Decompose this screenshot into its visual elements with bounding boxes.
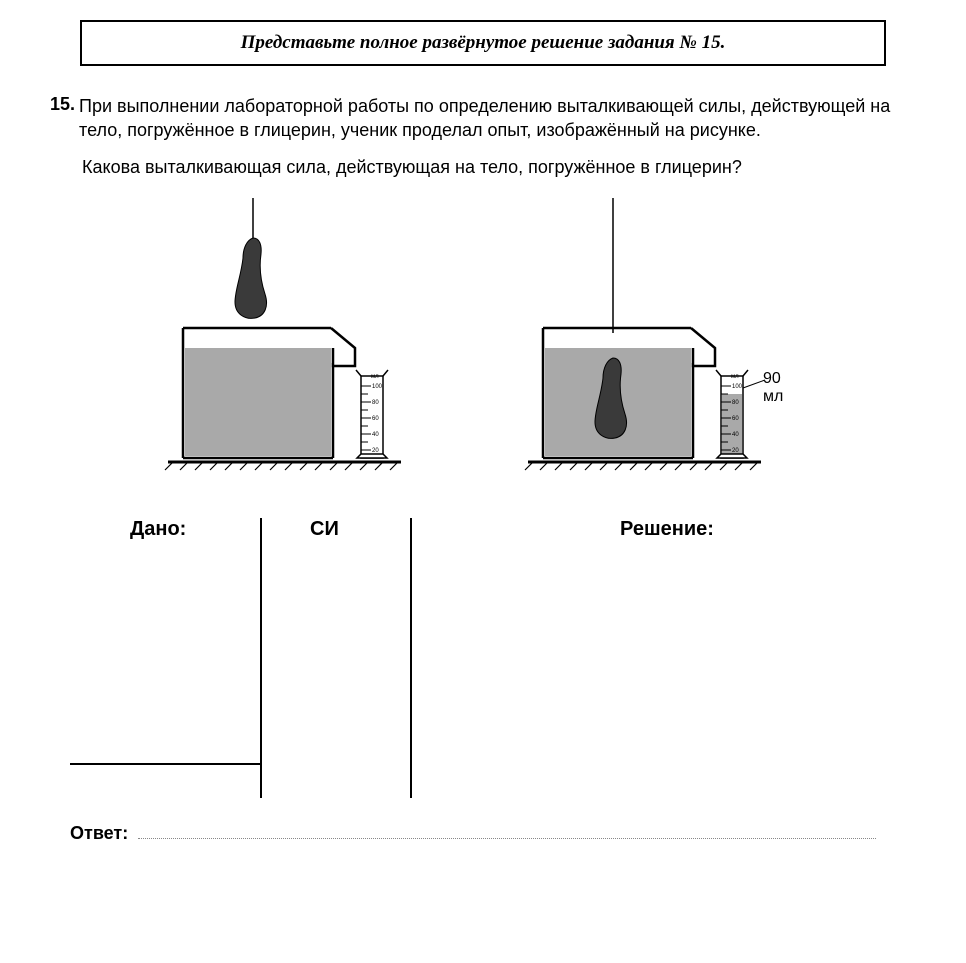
si-label: СИ (310, 518, 339, 541)
svg-text:80: 80 (732, 400, 739, 406)
svg-text:мл: мл (371, 374, 379, 380)
reshenie-label: Решение: (620, 518, 714, 541)
cylinder-right: мл 100 80 60 40 20 (716, 370, 765, 458)
problem-statement: 15. При выполнении лабораторной работы п… (50, 94, 906, 143)
svg-text:40: 40 (732, 432, 739, 438)
problem-number: 15. (50, 94, 75, 115)
svg-text:100: 100 (732, 384, 743, 390)
problem-question: Какова выталкивающая сила, действующая н… (82, 157, 906, 178)
dano-underline (70, 763, 260, 765)
cylinder-left: мл 100 80 60 40 20 (356, 370, 388, 458)
svg-text:60: 60 (732, 416, 739, 422)
divider-2 (410, 518, 412, 798)
problem-text: При выполнении лабораторной работы по оп… (79, 94, 906, 143)
answer-row: Ответ: (70, 823, 906, 844)
setup-right: мл 100 80 60 40 20 90 мл (503, 198, 803, 488)
svg-text:100: 100 (372, 384, 383, 390)
figure-area: мл 100 80 60 40 20 (40, 198, 906, 488)
setup-left: мл 100 80 60 40 20 (143, 198, 443, 488)
svg-text:80: 80 (372, 400, 379, 406)
svg-text:мл: мл (731, 374, 739, 380)
dano-label: Дано: (130, 518, 186, 541)
answer-dotted-line (138, 825, 876, 839)
answer-label: Ответ: (70, 823, 128, 844)
divider-1 (260, 518, 262, 798)
instruction-box: Представьте полное развёрнутое решение з… (80, 20, 886, 66)
svg-text:20: 20 (372, 448, 379, 454)
spill-label: 90 мл (763, 370, 803, 406)
svg-text:60: 60 (372, 416, 379, 422)
solution-grid: Дано: СИ Решение: (40, 518, 906, 818)
instruction-text: Представьте полное развёрнутое решение з… (241, 32, 726, 53)
svg-text:40: 40 (372, 432, 379, 438)
svg-text:20: 20 (732, 448, 739, 454)
